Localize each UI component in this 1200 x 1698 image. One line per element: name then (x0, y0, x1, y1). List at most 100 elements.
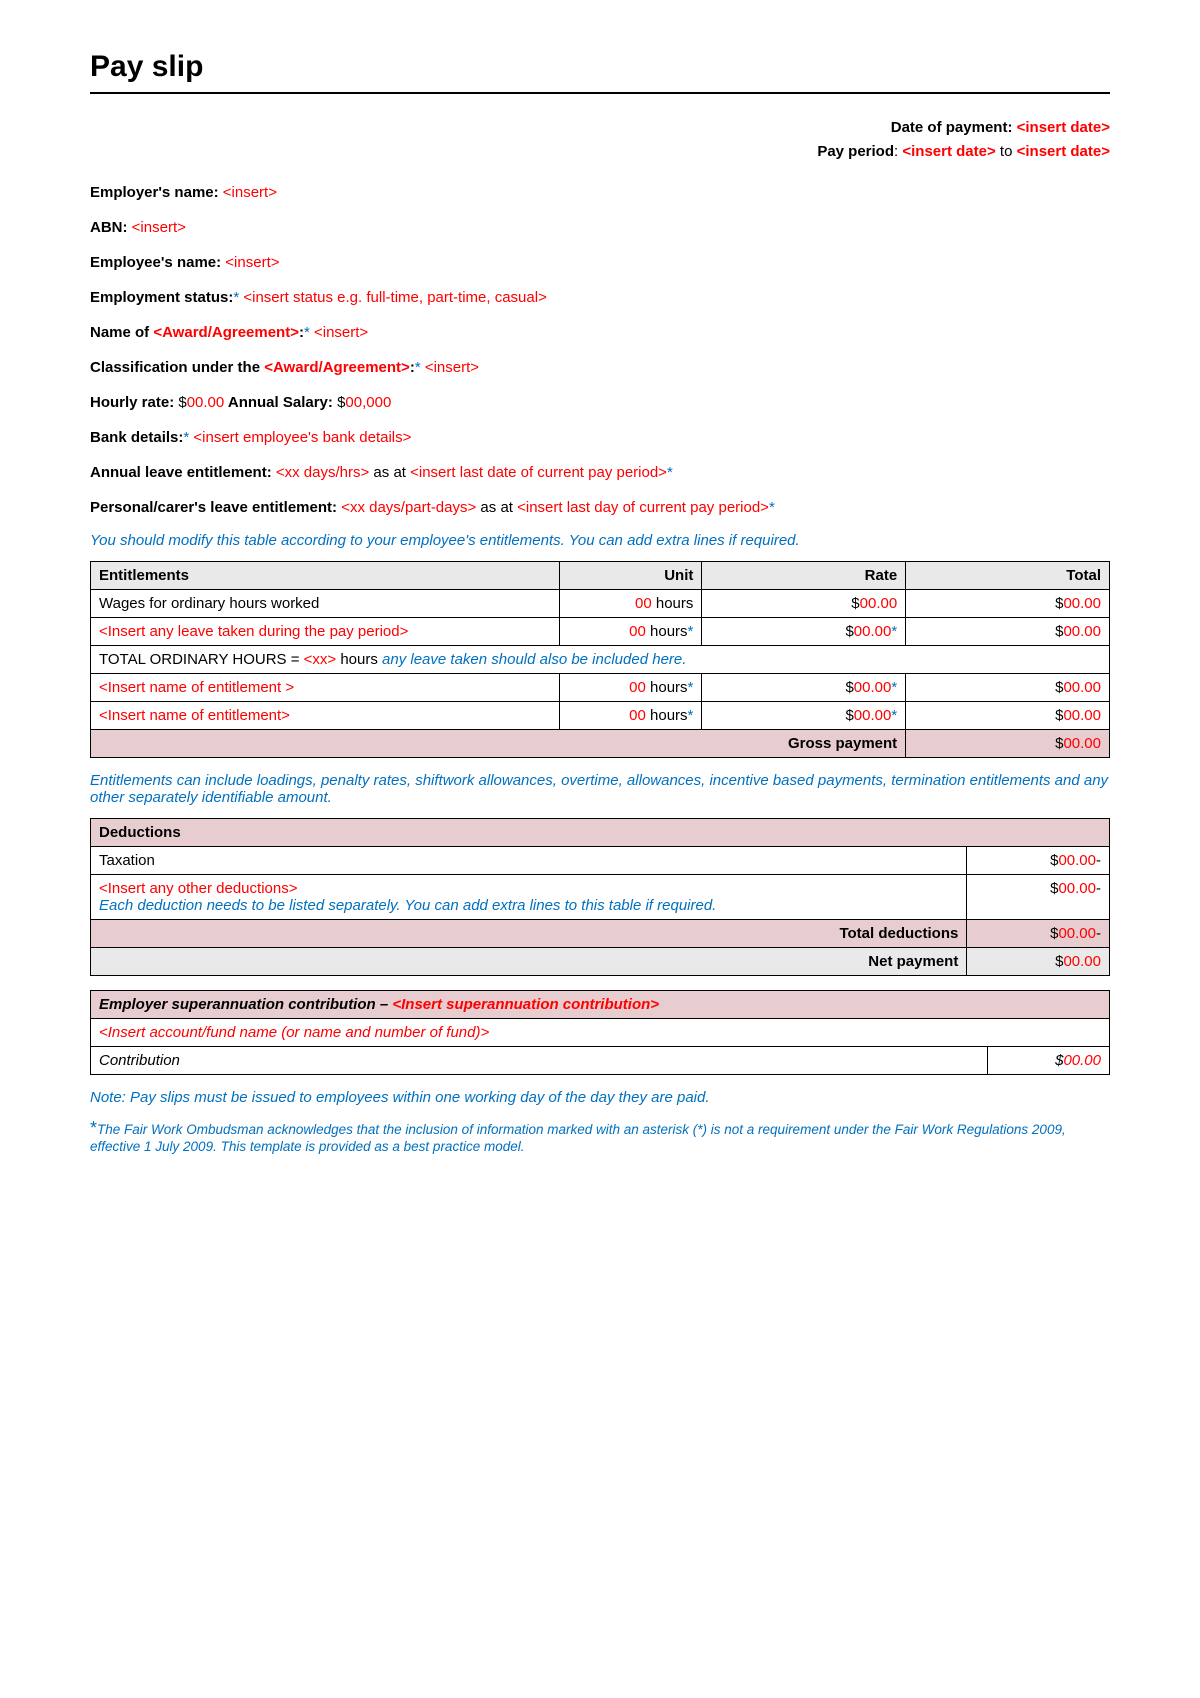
ent-r4c2-num: 00 (629, 679, 646, 696)
super-h1b: <Insert superannuation contribution> (392, 996, 659, 1013)
table-row: <Insert name of entitlement> 00 hours* $… (91, 702, 1110, 730)
total-ded-row: Total deductions $00.00- (91, 920, 1110, 948)
annual-leave-star: * (667, 464, 673, 481)
ent-h1: Entitlements (91, 562, 560, 590)
ded-r1c2v: 00.00 (1058, 852, 1096, 869)
ent-h3: Rate (702, 562, 906, 590)
table-row: Contribution $00.00 (91, 1047, 1110, 1075)
classification-label: Classification under the (90, 359, 264, 376)
entitlements-table: Entitlements Unit Rate Total Wages for o… (90, 561, 1110, 758)
hourly-dollar: $ (178, 394, 186, 411)
footer-note: Note: Pay slips must be issued to employ… (90, 1089, 1110, 1106)
net-v: 00.00 (1063, 953, 1101, 970)
abn-value: <insert> (132, 219, 186, 236)
ent-r4c3v: 00.00 (854, 679, 892, 696)
table-row: Taxation $00.00- (91, 847, 1110, 875)
ent-r2c3-star: * (891, 623, 897, 640)
ent-r4c4: $00.00 (906, 674, 1110, 702)
ent-r1c3v: 00.00 (860, 595, 898, 612)
employee-line: Employee's name: <insert> (90, 252, 1110, 273)
pay-period-to: <insert date> (1017, 143, 1110, 160)
gross-value: $00.00 (906, 730, 1110, 758)
asterisk-note: *The Fair Work Ombudsman acknowledges th… (90, 1118, 1110, 1154)
net-row: Net payment $00.00 (91, 948, 1110, 976)
date-of-payment-label: Date of payment: (891, 119, 1017, 136)
annual-value: 00,000 (345, 394, 391, 411)
ent-r4c1: <Insert name of entitlement > (91, 674, 560, 702)
employee-value: <insert> (225, 254, 279, 271)
employment-status-value: <insert status e.g. full-time, part-time… (239, 289, 547, 306)
ent-r2c2-num: 00 (629, 623, 646, 640)
classification-value: <insert> (421, 359, 479, 376)
classification-award: <Award/Agreement> (264, 359, 410, 376)
ent-r4c3-star: * (891, 679, 897, 696)
personal-leave-as-at: as at (476, 499, 517, 516)
employer-line: Employer's name: <insert> (90, 182, 1110, 203)
rate-line: Hourly rate: $00.00 Annual Salary: $00,0… (90, 392, 1110, 413)
date-of-payment-value: <insert date> (1017, 119, 1110, 136)
employer-label: Employer's name: (90, 184, 223, 201)
super-h1: Employer superannuation contribution – <… (91, 991, 1110, 1019)
name-of-label: Name of (90, 324, 153, 341)
ent-r5c4: $00.00 (906, 702, 1110, 730)
gross-v: 00.00 (1063, 735, 1101, 752)
employment-status-label: Employment status: (90, 289, 233, 306)
super-r2a: Contribution (91, 1047, 988, 1075)
ded-r1c2: $00.00- (967, 847, 1110, 875)
table-row: TOTAL ORDINARY HOURS = <xx> hours any le… (91, 646, 1110, 674)
annual-label: Annual Salary: (224, 394, 337, 411)
ded-r2c2: $00.00- (967, 875, 1110, 920)
gross-row: Gross payment $00.00 (91, 730, 1110, 758)
ent-r2c4v: 00.00 (1063, 623, 1101, 640)
ent-r3d: any leave taken should also be included … (382, 651, 686, 668)
ent-r5c2-num: 00 (629, 707, 646, 724)
ent-r5c2-star: * (688, 707, 694, 724)
net-value: $00.00 (967, 948, 1110, 976)
ded-r2c1b: Each deduction needs to be listed separa… (99, 897, 716, 914)
ent-r5c1: <Insert name of entitlement> (91, 702, 560, 730)
ent-r4c2-star: * (688, 679, 694, 696)
pay-period-label: Pay period (817, 143, 894, 160)
ent-r2c4: $00.00 (906, 618, 1110, 646)
annual-leave-as-at: as at (369, 464, 410, 481)
award-agreement-text: <Award/Agreement> (153, 324, 299, 341)
ent-r2c2-unit: hours (646, 623, 688, 640)
ded-r2c2v: 00.00 (1058, 880, 1096, 897)
asterisk-text: The Fair Work Ombudsman acknowledges tha… (90, 1122, 1066, 1154)
ent-r2c2-star: * (688, 623, 694, 640)
super-r2b: $00.00 (987, 1047, 1109, 1075)
personal-leave-star: * (769, 499, 775, 516)
ent-r1c4: $00.00 (906, 590, 1110, 618)
ent-r5c3-star: * (891, 707, 897, 724)
employer-value: <insert> (223, 184, 277, 201)
personal-leave-line: Personal/carer's leave entitlement: <xx … (90, 497, 1110, 518)
net-label: Net payment (91, 948, 967, 976)
ent-r1c4v: 00.00 (1063, 595, 1101, 612)
hourly-value: 00.00 (187, 394, 225, 411)
total-ded-label: Total deductions (91, 920, 967, 948)
ent-r5c3v: 00.00 (854, 707, 892, 724)
pay-period-from: <insert date> (902, 143, 995, 160)
personal-leave-date: <insert last day of current pay period> (517, 499, 769, 516)
ded-r2c1a: <Insert any other deductions> (99, 880, 297, 897)
ent-r4c2: 00 hours* (559, 674, 702, 702)
ent-r2c1: <Insert any leave taken during the pay p… (91, 618, 560, 646)
table-row: <Insert any leave taken during the pay p… (91, 618, 1110, 646)
ded-r2c1: <Insert any other deductions> Each deduc… (91, 875, 967, 920)
ded-r1c1: Taxation (91, 847, 967, 875)
asterisk-star: * (90, 1118, 97, 1138)
ent-r3a: TOTAL ORDINARY HOURS = (99, 651, 304, 668)
annual-leave-value: <xx days/hrs> (276, 464, 369, 481)
ent-r3b: <xx> (304, 651, 337, 668)
ent-r4c4v: 00.00 (1063, 679, 1101, 696)
name-of-value: <insert> (310, 324, 368, 341)
abn-label: ABN: (90, 219, 132, 236)
ent-r1c1: Wages for ordinary hours worked (91, 590, 560, 618)
ent-r5c3: $00.00* (702, 702, 906, 730)
deductions-table: Deductions Taxation $00.00- <Insert any … (90, 818, 1110, 976)
ent-r1c2: 00 hours (559, 590, 702, 618)
payment-date-block: Date of payment: <insert date> Pay perio… (90, 116, 1110, 164)
table-row: Wages for ordinary hours worked 00 hours… (91, 590, 1110, 618)
annual-leave-date: <insert last date of current pay period> (410, 464, 667, 481)
page-title: Pay slip (90, 50, 1110, 84)
